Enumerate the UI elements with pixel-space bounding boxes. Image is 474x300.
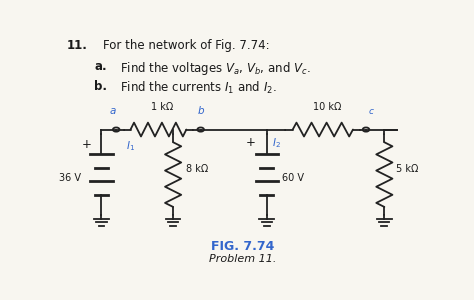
- Text: 60 V: 60 V: [282, 173, 304, 183]
- Text: +: +: [82, 138, 92, 151]
- Text: Problem 11.: Problem 11.: [209, 254, 277, 264]
- Text: For the network of Fig. 7.74:: For the network of Fig. 7.74:: [103, 40, 270, 52]
- Text: +: +: [246, 136, 255, 149]
- Text: Find the currents $I_1$ and $I_2$.: Find the currents $I_1$ and $I_2$.: [120, 80, 276, 96]
- Text: Find the voltages $V_a$, $V_b$, and $V_c$.: Find the voltages $V_a$, $V_b$, and $V_c…: [120, 60, 310, 77]
- Text: 11.: 11.: [66, 40, 88, 52]
- Text: a.: a.: [94, 60, 107, 73]
- Text: b: b: [197, 106, 204, 116]
- Text: 10 kΩ: 10 kΩ: [313, 102, 342, 112]
- Text: $I_2$: $I_2$: [272, 136, 281, 150]
- Text: a: a: [109, 106, 116, 116]
- Text: $I_1$: $I_1$: [127, 139, 136, 153]
- Text: 1 kΩ: 1 kΩ: [151, 102, 173, 112]
- Text: c: c: [369, 107, 374, 116]
- Text: FIG. 7.74: FIG. 7.74: [211, 240, 274, 254]
- Text: b.: b.: [94, 80, 107, 93]
- Text: 8 kΩ: 8 kΩ: [186, 164, 208, 174]
- Text: 36 V: 36 V: [59, 173, 82, 183]
- Text: 5 kΩ: 5 kΩ: [396, 164, 419, 174]
